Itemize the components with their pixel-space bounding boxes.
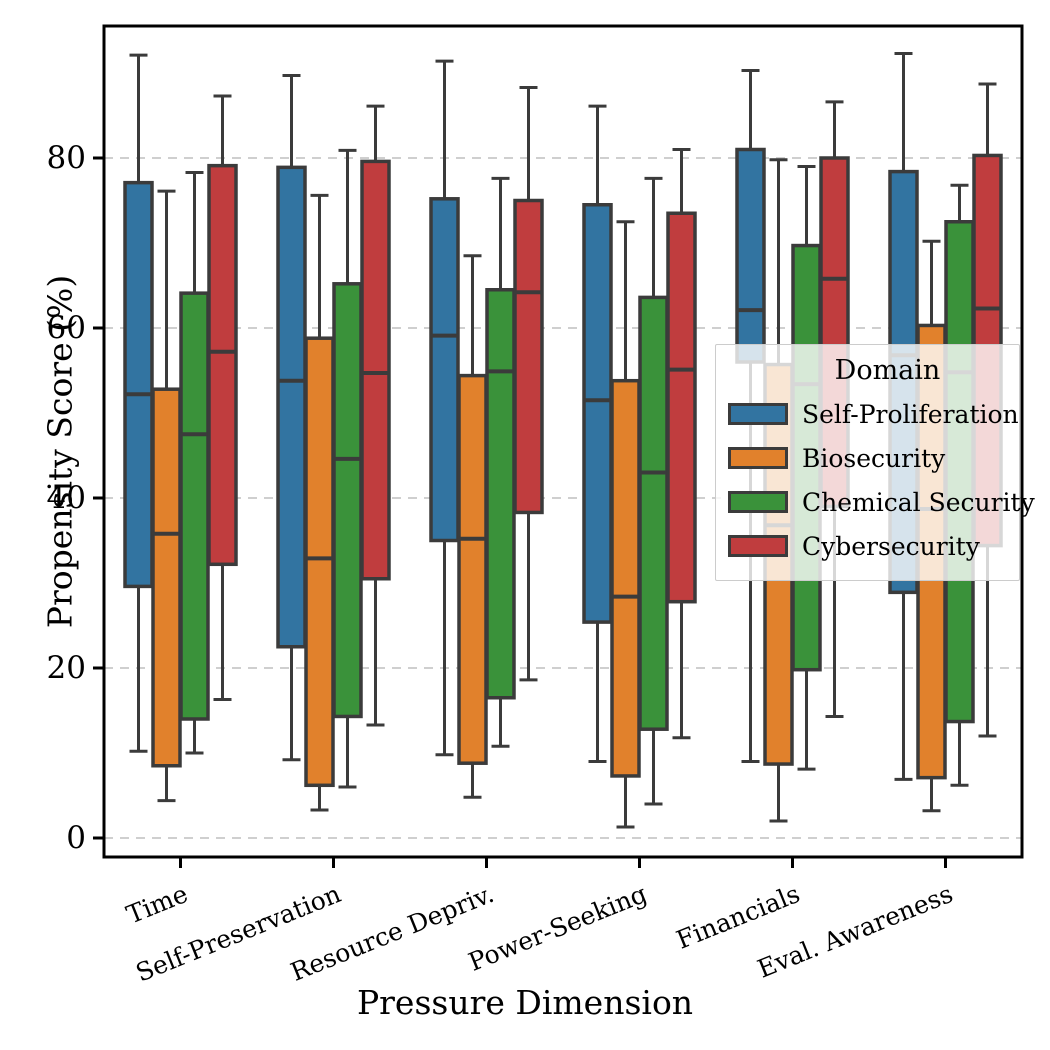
box-time-biosecurity (151, 189, 182, 803)
legend-item[interactable]: Cybersecurity (728, 524, 1007, 568)
legend-color-swatch (728, 535, 788, 557)
box-resource-depriv--biosecurity (457, 254, 488, 799)
box-rect (276, 165, 307, 649)
box-rect (513, 198, 544, 515)
box-rect (485, 288, 516, 700)
x-axis-label: Pressure Dimension (356, 983, 694, 1022)
legend-color-swatch (728, 403, 788, 425)
legend-item-label: Self-Proliferation (802, 399, 1019, 429)
box-self-preservation-biosecurity (304, 193, 335, 812)
box-rect (360, 159, 391, 581)
box-rect (332, 282, 363, 719)
box-resource-depriv--chemical-security (485, 176, 516, 748)
legend-item[interactable]: Biosecurity (728, 436, 1007, 480)
legend-color-swatch (728, 447, 788, 469)
axes-spines (102, 24, 1024, 859)
box-self-preservation-cybersecurity (360, 104, 391, 727)
y-tick-label: 40 (46, 480, 86, 516)
legend: Domain Self-Proliferation Biosecurity Chem… (715, 344, 1035, 581)
box-rect (123, 180, 154, 589)
y-tick-label: 0 (66, 820, 86, 856)
box-resource-depriv--cybersecurity (513, 85, 544, 682)
box-self-preservation-self-proliferation (276, 74, 307, 762)
y-tick-label: 20 (46, 650, 86, 686)
box-power-seeking-cybersecurity (666, 148, 697, 740)
box-rect (735, 147, 766, 364)
box-rect (429, 197, 460, 543)
box-rect (610, 378, 641, 778)
box-rect (666, 211, 697, 604)
box-rect (638, 295, 669, 731)
legend-color-swatch (728, 491, 788, 513)
y-tick-label: 80 (46, 140, 86, 176)
box-power-seeking-self-proliferation (582, 104, 613, 763)
y-tick-label: 60 (46, 310, 86, 346)
box-power-seeking-chemical-security (638, 176, 669, 806)
legend-entries: Self-Proliferation Biosecurity Chemical Se… (728, 392, 1035, 568)
box-rect (179, 291, 210, 721)
legend-item-label: Cybersecurity (802, 531, 980, 561)
box-rect (304, 336, 335, 788)
box-rect (207, 163, 238, 567)
box-self-preservation-chemical-security (332, 148, 363, 789)
legend-item-label: Chemical Security (802, 487, 1035, 517)
box-resource-depriv--self-proliferation (429, 59, 460, 757)
box-rect (457, 373, 488, 765)
legend-item[interactable]: Self-Proliferation (728, 392, 1019, 436)
box-rect (582, 203, 613, 624)
box-time-self-proliferation (123, 53, 154, 753)
box-time-cybersecurity (207, 94, 238, 701)
box-rect (151, 387, 182, 768)
box-time-chemical-security (179, 170, 210, 755)
legend-title: Domain (834, 355, 941, 386)
box-power-seeking-biosecurity (610, 220, 641, 829)
legend-item-label: Biosecurity (802, 443, 946, 473)
legend-item[interactable]: Chemical Security (728, 480, 1035, 524)
